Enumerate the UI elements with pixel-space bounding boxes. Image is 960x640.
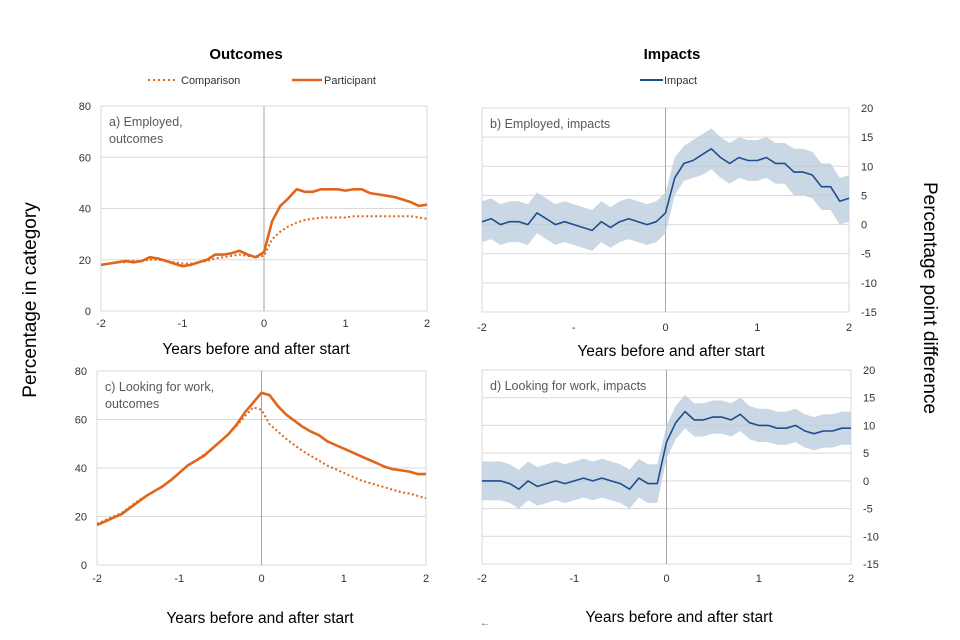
- panel-title: outcomes: [109, 132, 163, 146]
- x-tick-label: 2: [423, 573, 429, 585]
- y-axis-label-left: Percentage in category: [20, 202, 41, 398]
- x-axis-label: Years before and after start: [166, 610, 354, 627]
- confidence-band: [482, 128, 849, 251]
- y-tick-label: 20: [861, 103, 873, 115]
- x-tick-label: 1: [342, 318, 348, 330]
- x-tick-label: -2: [96, 318, 106, 330]
- x-tick-label: -1: [174, 573, 184, 585]
- y-tick-label: 0: [861, 220, 867, 232]
- x-tick-label: 1: [754, 322, 760, 334]
- x-tick-label: -2: [92, 573, 102, 585]
- x-tick-label: 1: [341, 573, 347, 585]
- x-axis-label: Years before and after start: [585, 609, 773, 626]
- legend-comparison-label: Comparison: [181, 75, 240, 87]
- x-tick-label: -2: [477, 322, 487, 334]
- series-line-impact: [481, 148, 850, 232]
- legend-impact-label: Impact: [664, 75, 697, 87]
- x-tick-label: -: [572, 322, 576, 334]
- impacts-heading: Impacts: [644, 46, 701, 63]
- y-tick-label: 40: [75, 463, 87, 475]
- series-line-impact: [482, 410, 851, 491]
- y-tick-label: -10: [863, 531, 879, 543]
- x-tick-label: 0: [258, 573, 264, 585]
- panel-title: c) Looking for work,: [105, 380, 214, 394]
- y-tick-label: 5: [861, 190, 867, 202]
- y-tick-label: -5: [861, 249, 871, 261]
- y-tick-label: 0: [85, 306, 91, 318]
- y-tick-label: 40: [79, 204, 91, 216]
- panel-b-employed-impacts: -15 -10 -5 0 5 10 15 20 -2 - 0 1 2 Years before and a…: [477, 103, 877, 360]
- panel-c-looking-for-work-outcomes: 0 20 40 60 80 -2 -1 0 1 2 Years before and after s…: [75, 366, 429, 627]
- panel-a-employed-outcomes: 0 20 40 60 80 -2 -1 0 1 2 Years before and after s…: [79, 101, 430, 358]
- y-tick-label: 15: [861, 132, 873, 144]
- y-tick-label: 5: [863, 448, 869, 460]
- impacts-legend: Impact: [640, 75, 697, 87]
- x-tick-label: 2: [846, 322, 852, 334]
- outcomes-legend: Comparison Participant: [148, 75, 376, 87]
- legend-participant-label: Participant: [324, 75, 376, 87]
- series-line-comparison: [96, 406, 427, 525]
- y-tick-label: 0: [863, 476, 869, 488]
- panel-title: d) Looking for work, impacts: [490, 379, 646, 393]
- y-tick-label: -5: [863, 504, 873, 516]
- y-tick-label: 20: [75, 512, 87, 524]
- x-tick-label: -1: [178, 318, 188, 330]
- x-tick-label: 2: [848, 573, 854, 585]
- y-tick-label: 20: [863, 365, 875, 377]
- y-tick-label: 15: [863, 393, 875, 405]
- panel-title: outcomes: [105, 397, 159, 411]
- y-tick-label: 0: [81, 560, 87, 572]
- x-tick-label: -2: [477, 573, 487, 585]
- y-tick-label: 80: [75, 366, 87, 378]
- y-tick-label: 80: [79, 101, 91, 113]
- stray-mark: ←: [480, 618, 490, 629]
- x-tick-label: 0: [663, 573, 669, 585]
- y-tick-label: 20: [79, 255, 91, 267]
- x-tick-label: 0: [261, 318, 267, 330]
- x-tick-label: -1: [569, 573, 579, 585]
- series-line-comparison: [100, 215, 428, 266]
- x-tick-label: 2: [424, 318, 430, 330]
- outcomes-heading: Outcomes: [209, 46, 282, 63]
- y-tick-label: -10: [861, 278, 877, 290]
- y-tick-label: 60: [79, 152, 91, 164]
- y-axis-label-right: Percentage point difference: [919, 182, 940, 414]
- x-tick-label: 1: [756, 573, 762, 585]
- y-tick-label: 10: [861, 161, 873, 173]
- y-tick-label: -15: [861, 307, 877, 319]
- x-axis-label: Years before and after start: [162, 341, 350, 358]
- panel-title: b) Employed, impacts: [490, 117, 610, 131]
- y-tick-label: 60: [75, 415, 87, 427]
- x-tick-label: 0: [662, 322, 668, 334]
- series-line-participant: [100, 188, 428, 268]
- y-tick-label: 10: [863, 420, 875, 432]
- panel-title: a) Employed,: [109, 115, 183, 129]
- x-axis-label: Years before and after start: [577, 343, 765, 360]
- y-tick-label: -15: [863, 559, 879, 571]
